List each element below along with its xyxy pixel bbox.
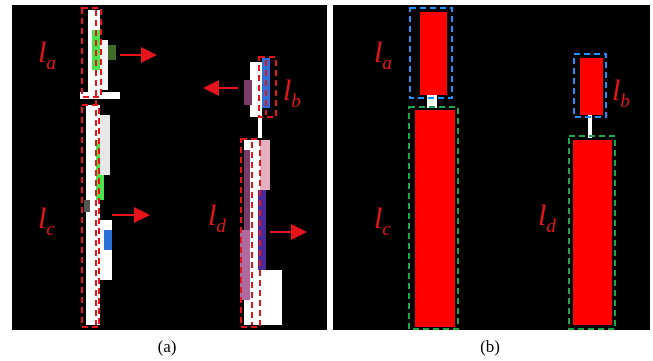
label-subscript: b [291,91,301,112]
label-main: l [374,202,382,235]
label-main: l [538,199,546,232]
label-subscript: c [46,219,55,240]
label-subscript: d [216,216,226,237]
figure: lalblcldlalblcld (a) (b) [0,0,653,361]
panel-a [12,5,327,330]
label-main: l [38,202,46,235]
label-subscript: a [382,53,392,74]
caption: (a) [158,337,177,356]
label-main: l [612,74,620,107]
label-main: l [38,36,46,69]
label-main: l [374,36,382,69]
caption: (b) [480,337,500,356]
label-main: l [283,74,291,107]
page: {"panels": [ {"caption": "(a)", "labels"… [0,0,653,361]
label-subscript: b [620,91,630,112]
label-subscript: a [46,53,56,74]
label-main: l [208,199,216,232]
label-subscript: c [382,219,391,240]
label-subscript: d [546,216,556,237]
